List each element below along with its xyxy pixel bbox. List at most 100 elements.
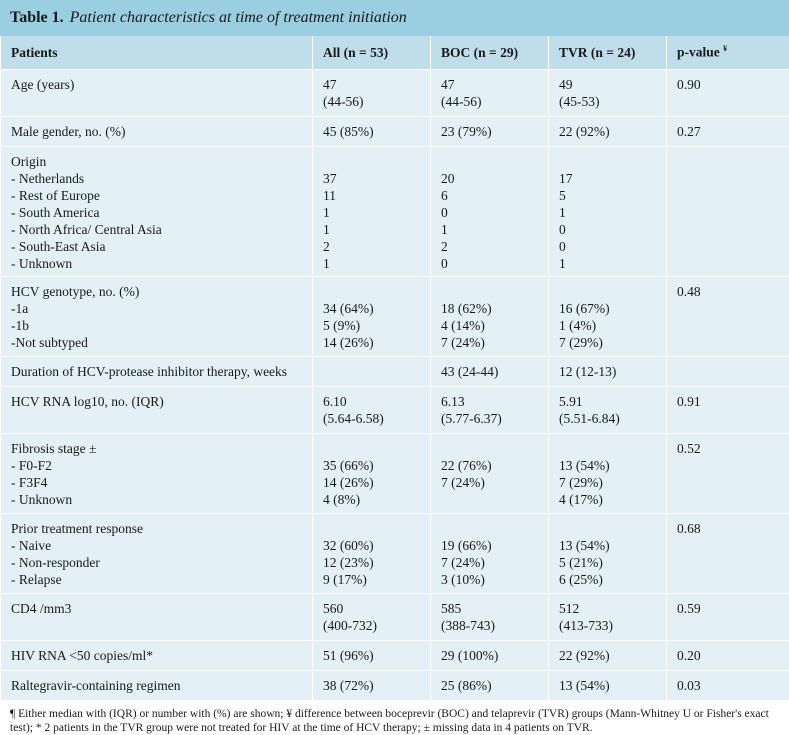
table-row: Prior treatment response- Naive- Non-res… [1, 514, 789, 594]
pvalue-value: 0.91 [677, 394, 701, 409]
cell-line: 17 [559, 170, 656, 187]
cell-line: 43 (24-44) [441, 363, 538, 380]
cell-line: - North Africa/ Central Asia [11, 221, 302, 238]
table-row: HCV RNA log10, no. (IQR)6.10(5.64-6.58)6… [1, 387, 789, 434]
cell-line: 47 [323, 76, 420, 93]
cell-line: 7 (24%) [441, 554, 538, 571]
cell-line: 4 (17%) [559, 491, 656, 508]
cell-line: -1b [11, 317, 302, 334]
boc-cell: 6.13(5.77-6.37) [431, 387, 549, 434]
cell-line: 0 [441, 255, 538, 272]
cell-line: 51 (96%) [323, 647, 420, 664]
cell-line: 6.13 [441, 393, 538, 410]
table-row: Origin- Netherlands- Rest of Europe- Sou… [1, 147, 789, 277]
pvalue-cell: 0.27 [667, 117, 789, 147]
cell-line: -Not subtyped [11, 334, 302, 351]
cell-line: Duration of HCV-protease inhibitor thera… [11, 363, 302, 380]
boc-cell: 18 (62%)4 (14%)7 (24%) [431, 277, 549, 357]
cell-line [559, 520, 656, 537]
all-cell: 47(44-56) [313, 70, 431, 117]
pvalue-cell: 0.90 [667, 70, 789, 117]
cell-line: 49 [559, 76, 656, 93]
boc-cell: 19 (66%)7 (24%)3 (10%) [431, 514, 549, 594]
all-cell: 32 (60%)12 (23%)9 (17%) [313, 514, 431, 594]
row-label-cell: Prior treatment response- Naive- Non-res… [1, 514, 313, 594]
pvalue-cell: 0.59 [667, 594, 789, 641]
cell-line: - Relapse [11, 571, 302, 588]
cell-line: (44-56) [323, 93, 420, 110]
all-cell: 38 (72%) [313, 671, 431, 701]
cell-line: 11 [323, 187, 420, 204]
tvr-cell: 22 (92%) [549, 641, 667, 671]
cell-line: Raltegravir-containing regimen [11, 677, 302, 694]
cell-line: HCV RNA log10, no. (IQR) [11, 393, 302, 410]
cell-line: 12 (23%) [323, 554, 420, 571]
cell-line [441, 283, 538, 300]
cell-line [323, 283, 420, 300]
row-label-cell: Duration of HCV-protease inhibitor thera… [1, 357, 313, 387]
table-row: Duration of HCV-protease inhibitor thera… [1, 357, 789, 387]
row-label-cell: HIV RNA <50 copies/ml* [1, 641, 313, 671]
cell-line: (5.51-6.84) [559, 410, 656, 427]
cell-line: - South America [11, 204, 302, 221]
tvr-cell: 512(413-733) [549, 594, 667, 641]
boc-cell: 22 (76%)7 (24%) [431, 434, 549, 514]
cell-line: 20 [441, 170, 538, 187]
cell-line [323, 363, 420, 380]
pvalue-cell: 0.20 [667, 641, 789, 671]
table-caption: Patient characteristics at time of treat… [70, 9, 407, 27]
boc-cell: 43 (24-44) [431, 357, 549, 387]
col-header-patients: Patients [1, 36, 313, 70]
pvalue-value: 0.27 [677, 124, 701, 139]
cell-line: (388-743) [441, 617, 538, 634]
col-header-boc: BOC (n = 29) [431, 36, 549, 70]
cell-line: 7 (24%) [441, 474, 538, 491]
cell-line: 5 (21%) [559, 554, 656, 571]
cell-line: (5.77-6.37) [441, 410, 538, 427]
boc-cell: 25 (86%) [431, 671, 549, 701]
cell-line: (400-732) [323, 617, 420, 634]
all-cell: 34 (64%)5 (9%)14 (26%) [313, 277, 431, 357]
row-label-cell: Male gender, no. (%) [1, 117, 313, 147]
boc-cell: 23 (79%) [431, 117, 549, 147]
pvalue-label: p-value [677, 45, 720, 60]
table-body: Age (years)47(44-56)47(44-56)49(45-53)0.… [1, 70, 789, 701]
cell-line: 35 (66%) [323, 457, 420, 474]
col-header-tvr: TVR (n = 24) [549, 36, 667, 70]
all-cell: 51 (96%) [313, 641, 431, 671]
cell-line: 9 (17%) [323, 571, 420, 588]
cell-line [323, 440, 420, 457]
cell-line: 7 (24%) [441, 334, 538, 351]
row-label-cell: HCV genotype, no. (%)-1a-1b-Not subtyped [1, 277, 313, 357]
cell-line: 512 [559, 600, 656, 617]
cell-line [441, 440, 538, 457]
cell-line: 1 [441, 221, 538, 238]
cell-line: Age (years) [11, 76, 302, 93]
cell-line: 1 [323, 204, 420, 221]
cell-line: - F3F4 [11, 474, 302, 491]
all-cell: 6.10(5.64-6.58) [313, 387, 431, 434]
col-header-pvalue: p-value ¥ [667, 36, 789, 70]
table-row: Raltegravir-containing regimen 38 (72%)25… [1, 671, 789, 701]
cell-line: 19 (66%) [441, 537, 538, 554]
cell-line [559, 153, 656, 170]
cell-line: 2 [441, 238, 538, 255]
tvr-cell: 49(45-53) [549, 70, 667, 117]
cell-line: 6 (25%) [559, 571, 656, 588]
cell-line [559, 283, 656, 300]
cell-line: - Rest of Europe [11, 187, 302, 204]
all-cell: 35 (66%)14 (26%)4 (8%) [313, 434, 431, 514]
cell-line: 585 [441, 600, 538, 617]
cell-line: 13 (54%) [559, 537, 656, 554]
pvalue-marker: ¥ [723, 44, 727, 53]
pvalue-value: 0.48 [677, 284, 701, 299]
all-cell: 560(400-732) [313, 594, 431, 641]
cell-line: 1 [559, 255, 656, 272]
cell-line: 37 [323, 170, 420, 187]
pvalue-cell: 0.03 [667, 671, 789, 701]
pvalue-value: 0.59 [677, 601, 701, 616]
tvr-cell: 13 (54%)7 (29%)4 (17%) [549, 434, 667, 514]
cell-line: CD4 /mm3 [11, 600, 302, 617]
